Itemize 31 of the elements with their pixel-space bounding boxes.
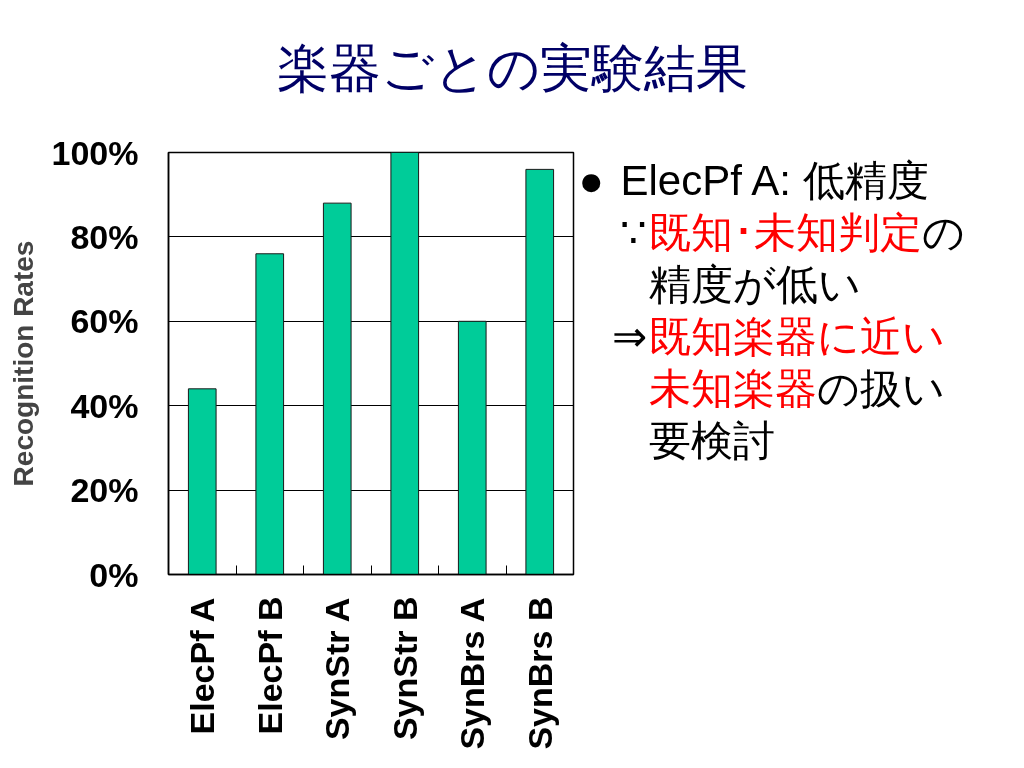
bar xyxy=(457,320,487,575)
text: ● xyxy=(578,157,604,204)
x-tick-label: ElecPf A xyxy=(183,597,222,735)
bar xyxy=(255,253,285,575)
bar xyxy=(187,388,217,575)
y-tick-label: 20% xyxy=(70,471,139,510)
text: ∵ xyxy=(619,209,647,256)
text: 未知楽器 xyxy=(648,365,817,412)
y-tick-label: 80% xyxy=(70,217,139,256)
bar xyxy=(390,152,420,575)
text: 既知楽器に近い xyxy=(648,313,945,360)
text: の扱い xyxy=(816,365,945,412)
y-tick-label: 60% xyxy=(70,302,139,341)
text: 既知･未知判定 xyxy=(648,209,922,256)
x-tick-label: SynBrs B xyxy=(520,596,559,750)
bar xyxy=(322,202,352,575)
text: ⇒ xyxy=(611,313,647,360)
y-tick-label: 0% xyxy=(89,555,139,594)
text: の xyxy=(921,209,965,256)
y-tick-label: 100% xyxy=(51,133,139,172)
bar xyxy=(525,168,555,575)
text: 要検討 xyxy=(648,417,775,464)
chart-title: 楽器ごとの実験結果 xyxy=(277,38,748,97)
y-axis-title: Recognition Rates xyxy=(7,240,39,487)
x-tick-label: SynStr A xyxy=(318,597,357,741)
x-tick-label: SynStr B xyxy=(385,596,424,741)
text: ElecPf A: 低精度 xyxy=(620,157,929,204)
x-tick-label: ElecPf B xyxy=(250,596,289,735)
y-tick-label: 40% xyxy=(70,386,139,425)
x-tick-label: SynBrs A xyxy=(453,597,492,750)
text: 精度が低い xyxy=(648,261,861,308)
